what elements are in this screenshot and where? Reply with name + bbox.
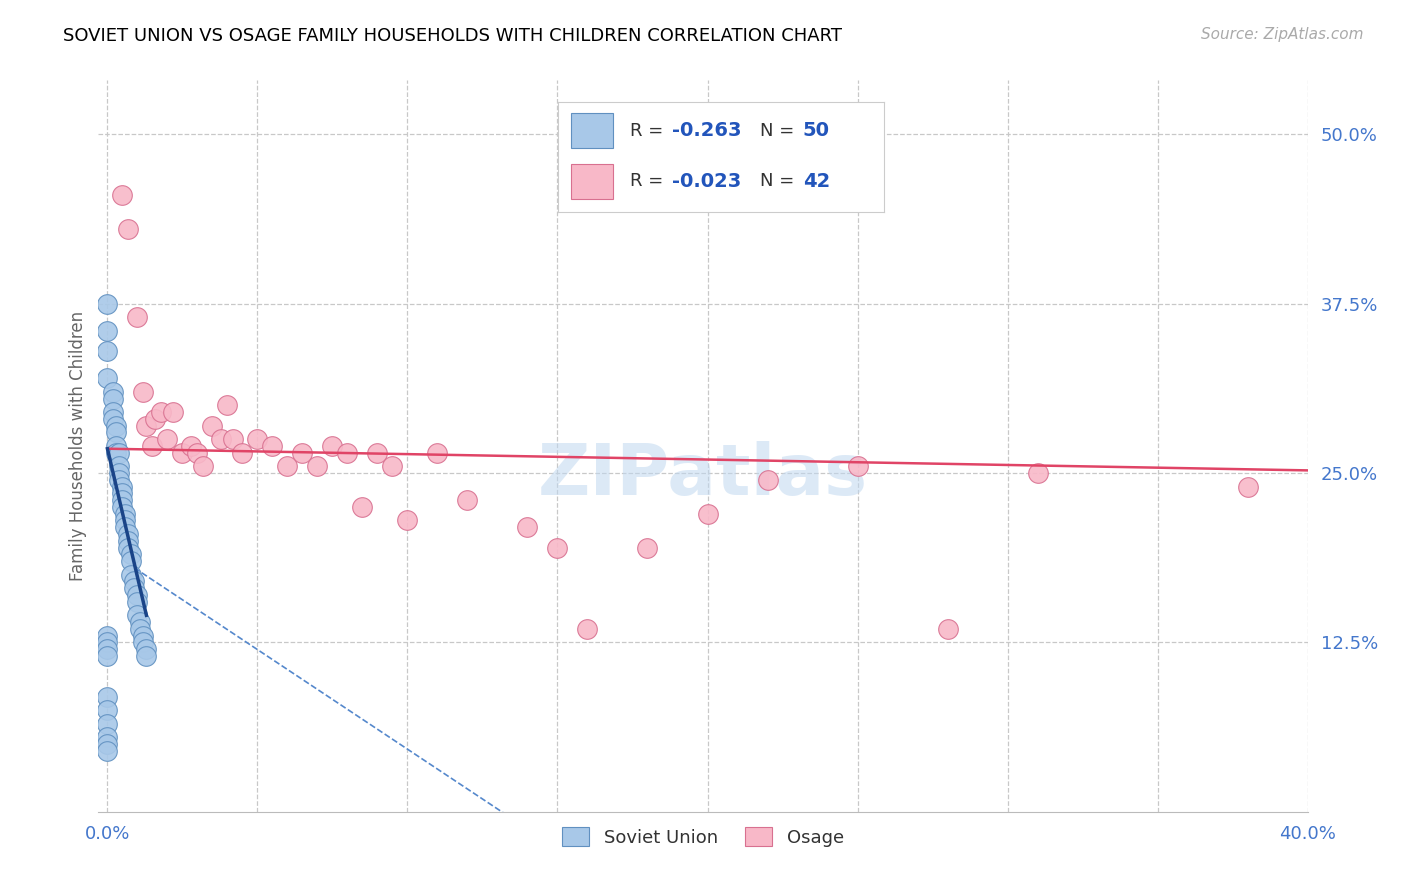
Point (516, 520, 538, 534)
Point (96, 690, 118, 704)
Point (114, 520, 136, 534)
Point (96, 730, 118, 744)
Point (262, 439, 284, 453)
Point (291, 446, 314, 460)
Point (108, 459, 131, 474)
Point (127, 595, 149, 609)
Point (201, 418, 224, 433)
Point (1236, 480, 1258, 494)
Point (124, 574, 146, 589)
Point (117, 533, 139, 548)
Point (117, 541, 139, 555)
Point (129, 622, 152, 636)
Point (103, 405, 125, 419)
Point (111, 500, 134, 514)
Point (696, 507, 718, 521)
Point (129, 615, 152, 629)
Point (96, 648, 118, 663)
Point (96, 371, 118, 385)
Point (103, 384, 125, 399)
Point (120, 547, 142, 561)
Point (103, 392, 125, 406)
Point (217, 398, 239, 412)
Point (336, 446, 359, 460)
Point (96, 344, 118, 359)
Point (396, 514, 419, 528)
Point (111, 493, 134, 508)
Point (222, 432, 245, 446)
Point (426, 446, 449, 460)
Point (132, 384, 155, 399)
Point (209, 432, 232, 446)
Point (111, 480, 134, 494)
Y-axis label: Family Households with Children: Family Households with Children (69, 311, 87, 581)
Point (456, 493, 478, 508)
Point (96, 744, 118, 758)
Point (145, 412, 167, 426)
Point (135, 648, 157, 663)
Point (846, 459, 869, 474)
Text: Source: ZipAtlas.com: Source: ZipAtlas.com (1201, 27, 1364, 42)
Point (108, 473, 131, 487)
Point (936, 622, 959, 636)
Point (135, 642, 157, 657)
Point (124, 581, 146, 595)
Point (547, 541, 569, 555)
Point (162, 405, 184, 419)
Point (96, 737, 118, 751)
Point (321, 439, 343, 453)
Point (276, 459, 298, 474)
Point (96, 642, 118, 657)
Point (96, 635, 118, 649)
Point (150, 405, 173, 419)
Point (366, 446, 388, 460)
Point (135, 418, 157, 433)
Text: ZIPatlas: ZIPatlas (538, 441, 868, 509)
Point (180, 439, 202, 453)
Point (637, 541, 659, 555)
Point (307, 459, 329, 474)
Point (96, 324, 118, 338)
Point (117, 527, 139, 541)
Point (352, 500, 374, 514)
Point (96, 629, 118, 643)
Point (141, 439, 163, 453)
Point (108, 446, 131, 460)
Point (127, 310, 149, 325)
Text: SOVIET UNION VS OSAGE FAMILY HOUSEHOLDS WITH CHILDREN CORRELATION CHART: SOVIET UNION VS OSAGE FAMILY HOUSEHOLDS … (63, 27, 842, 45)
Point (127, 588, 149, 602)
Point (1026, 466, 1049, 480)
Point (96, 703, 118, 717)
Point (132, 629, 155, 643)
Point (186, 446, 208, 460)
Point (111, 486, 134, 500)
Point (105, 425, 128, 440)
Legend: Soviet Union, Osage: Soviet Union, Osage (555, 820, 851, 854)
Point (156, 432, 179, 446)
Point (114, 514, 136, 528)
Point (108, 466, 131, 480)
Point (111, 188, 134, 202)
Point (246, 432, 269, 446)
Point (105, 418, 128, 433)
Point (105, 439, 128, 453)
Point (193, 459, 215, 474)
Point (132, 635, 155, 649)
Point (756, 473, 779, 487)
Point (120, 554, 142, 568)
Point (103, 412, 125, 426)
Point (96, 297, 118, 311)
Point (172, 446, 194, 460)
Point (96, 716, 118, 731)
Point (105, 446, 128, 460)
Point (117, 222, 139, 236)
Point (127, 608, 149, 623)
Point (576, 622, 599, 636)
Point (381, 459, 404, 474)
Point (231, 446, 253, 460)
Point (114, 507, 136, 521)
Point (120, 567, 142, 582)
